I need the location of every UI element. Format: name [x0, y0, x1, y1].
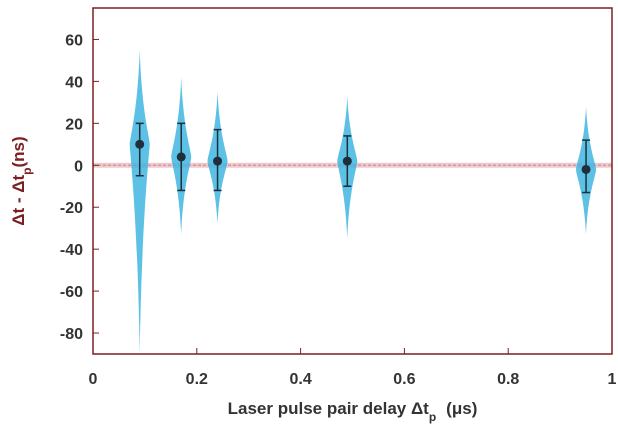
- y-axis-label: Δt - Δtp(ns): [9, 136, 34, 225]
- svg-text:Laser pulse pair delay Δtp(μs): Laser pulse pair delay Δtp (μs): [228, 399, 478, 424]
- x-tick-label: 1: [608, 371, 617, 388]
- y-tick-label: 0: [74, 158, 83, 175]
- x-tick-label: 0: [89, 371, 98, 388]
- y-tick-label: 20: [65, 116, 83, 133]
- mean-point-5: [581, 164, 591, 174]
- x-tick-label: 0.6: [393, 371, 415, 388]
- plot-frame: [92, 7, 613, 355]
- violin-1: [129, 49, 150, 354]
- x-tick-label: 0.8: [497, 371, 519, 388]
- svg-text:Δt - Δtp(ns): Δt - Δtp(ns): [9, 136, 34, 225]
- mean-point-2: [176, 152, 186, 162]
- x-axis-label: Laser pulse pair delay Δtp (μs): [228, 399, 478, 424]
- mean-point-3: [213, 156, 223, 166]
- x-tick-label: 0.2: [186, 371, 208, 388]
- y-tick-label: -80: [60, 326, 83, 343]
- y-tick-label: 40: [65, 74, 83, 91]
- mean-point-4: [342, 156, 352, 166]
- y-tick-label: -20: [60, 200, 83, 217]
- y-tick-label: 60: [65, 32, 83, 49]
- x-tick-label: 0.4: [289, 371, 311, 388]
- y-tick-label: -60: [60, 284, 83, 301]
- mean-point-1: [135, 139, 145, 149]
- y-tick-label: -40: [60, 242, 83, 259]
